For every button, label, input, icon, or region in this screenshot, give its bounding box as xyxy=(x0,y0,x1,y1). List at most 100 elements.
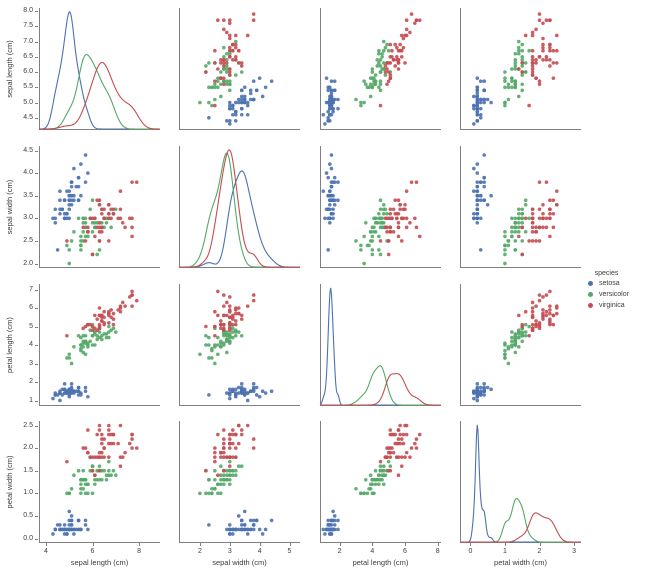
y-tick-label: 5 xyxy=(29,322,33,330)
y-tick-label: 1 xyxy=(29,396,33,404)
kde-curve-virginica xyxy=(39,61,160,130)
subplot-r3c1-scatter xyxy=(39,284,160,406)
kde-curve-setosa xyxy=(179,170,300,268)
x-tick-label: 2 xyxy=(537,548,542,555)
y-tick-mark xyxy=(35,515,38,517)
x-tick-label: 5 xyxy=(287,548,292,555)
x-tick-label: 1 xyxy=(502,548,507,555)
subplot-r1c2-scatter xyxy=(179,8,300,130)
y-axis-label-1: sepal width (cm) xyxy=(5,179,14,235)
y-tick-label: 2.0 xyxy=(23,444,33,452)
subplot-r4c1-scatter xyxy=(39,421,160,543)
y-tick-mark xyxy=(35,26,38,28)
x-tick-mark xyxy=(539,543,541,546)
x-tick-label: 4 xyxy=(257,548,262,555)
scatter-points-virginica xyxy=(65,289,139,338)
y-tick-mark xyxy=(35,218,38,220)
subplot-r3c2-scatter xyxy=(179,284,300,406)
y-tick-mark xyxy=(35,263,38,265)
y-tick-mark xyxy=(35,289,38,291)
legend-item-setosa: setosa xyxy=(588,280,629,287)
scatter-points-virginica xyxy=(204,423,256,478)
y-tick-mark xyxy=(35,11,38,12)
x-tick-label: 4 xyxy=(44,548,48,555)
legend: species setosa versicolor virginica xyxy=(584,270,629,313)
scatter-points-setosa xyxy=(51,382,90,403)
y-tick-label: 0.0 xyxy=(23,534,33,542)
scatter-points-setosa xyxy=(321,153,340,252)
y-tick-label: 6.5 xyxy=(23,52,33,60)
x-axis-label-2: petal length (cm) xyxy=(352,558,409,567)
legend-label: versicolor xyxy=(599,291,629,298)
y-tick-label: 4.5 xyxy=(23,113,33,121)
kde-curve-setosa xyxy=(39,11,160,130)
subplot-r4c4-kde xyxy=(460,421,581,543)
subplot-r4c2-scatter xyxy=(179,421,300,543)
kde-curve-setosa xyxy=(319,287,441,406)
y-axis-label-2: petal length (cm) xyxy=(5,317,14,373)
scatter-points-virginica xyxy=(516,289,559,338)
subplot-r2c2-kde xyxy=(179,146,300,268)
y-tick-label: 1.0 xyxy=(23,489,33,497)
y-tick-mark xyxy=(35,326,38,328)
subplot-r2c4-scatter xyxy=(460,146,581,268)
y-tick-mark xyxy=(35,470,38,472)
scatter-points-virginica xyxy=(65,180,139,257)
x-tick-label: 6 xyxy=(403,548,407,555)
scatter-points-virginica xyxy=(65,423,139,478)
legend-marker-setosa-icon xyxy=(588,281,593,286)
y-tick-label: 4.0 xyxy=(23,169,33,177)
scatter-points-virginica xyxy=(516,12,559,108)
y-tick-label: 7 xyxy=(29,285,33,293)
y-tick-label: 2.0 xyxy=(23,259,33,267)
y-tick-label: 2.5 xyxy=(23,421,33,429)
x-tick-mark xyxy=(470,543,472,546)
legend-items: setosa versicolor virginica xyxy=(584,280,629,309)
scatter-points-virginica xyxy=(204,289,256,338)
scatter-points-versicolor xyxy=(198,455,244,496)
y-tick-label: 7.5 xyxy=(23,22,33,30)
y-tick-label: 7.0 xyxy=(23,37,33,45)
x-tick-mark xyxy=(289,543,291,546)
y-tick-mark xyxy=(35,72,38,73)
y-tick-label: 0.5 xyxy=(23,511,33,519)
scatter-points-setosa xyxy=(207,382,274,403)
scatter-points-versicolor xyxy=(65,455,118,496)
subplot-r2c3-scatter xyxy=(320,146,441,268)
legend-label: setosa xyxy=(599,280,620,287)
kde-curve-versicolor xyxy=(39,54,160,130)
kde-curve-virginica xyxy=(179,149,300,268)
y-tick-label: 6.0 xyxy=(23,68,33,75)
y-tick-mark xyxy=(35,87,38,89)
y-tick-mark xyxy=(35,345,38,346)
y-tick-mark xyxy=(35,240,38,242)
y-tick-mark xyxy=(35,102,38,104)
y-tick-label: 3.0 xyxy=(23,214,33,222)
x-axis-label-0: sepal length (cm) xyxy=(70,558,129,567)
y-tick-mark xyxy=(35,195,38,197)
x-tick-mark xyxy=(339,543,341,546)
y-tick-label: 4 xyxy=(29,341,33,348)
x-tick-mark xyxy=(139,543,141,546)
subplot-r1c4-scatter xyxy=(460,8,581,130)
y-tick-mark xyxy=(35,382,38,383)
x-tick-mark xyxy=(46,543,47,546)
y-axis-label-3: petal width (cm) xyxy=(5,455,14,509)
y-tick-label: 3 xyxy=(29,359,33,367)
kde-curve-virginica xyxy=(320,373,441,406)
y-tick-label: 6 xyxy=(29,304,33,311)
x-tick-label: 2 xyxy=(197,548,202,555)
legend-title: species xyxy=(594,270,619,277)
y-tick-mark xyxy=(35,56,38,58)
y-tick-label: 8.0 xyxy=(23,7,33,14)
subplot-r3c3-kde xyxy=(319,284,441,406)
scatter-points-versicolor xyxy=(198,39,244,108)
scatter-points-versicolor xyxy=(503,198,535,266)
legend-marker-virginica-icon xyxy=(588,303,593,308)
y-tick-label: 5.0 xyxy=(23,98,33,106)
y-tick-label: 1.5 xyxy=(23,466,33,474)
y-tick-mark xyxy=(35,41,38,43)
x-tick-label: 0 xyxy=(468,548,473,555)
x-tick-label: 4 xyxy=(370,548,375,555)
